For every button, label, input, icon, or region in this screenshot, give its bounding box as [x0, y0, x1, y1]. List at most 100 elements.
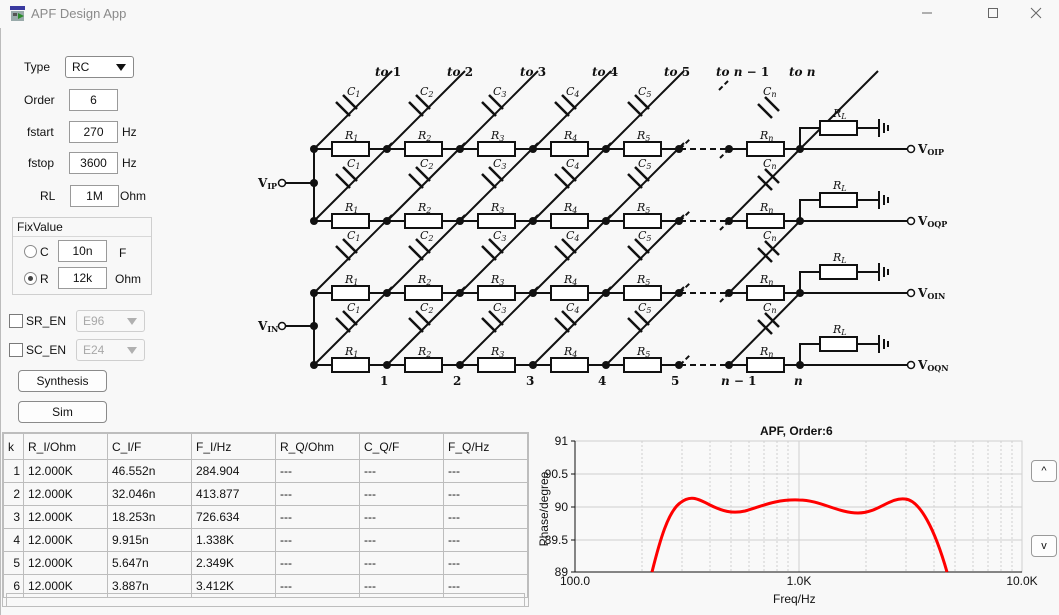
cell-r-q: ---: [275, 574, 360, 598]
close-icon: [1030, 7, 1042, 19]
svg-text:Cn: Cn: [763, 85, 777, 99]
svg-text:3: 3: [526, 374, 534, 388]
sr-series-value: E96: [83, 314, 105, 328]
minimize-icon: [922, 12, 932, 14]
cell-k: 4: [3, 528, 24, 552]
fstop-label: fstop: [28, 156, 55, 170]
table-row[interactable]: 3 12.000K 18.253n 726.634 --- --- ---: [3, 505, 528, 529]
svg-text:n − 1: n − 1: [721, 374, 757, 388]
ytick: 91: [554, 434, 568, 448]
cell-f-q: ---: [443, 574, 528, 598]
sc-en-checkbox[interactable]: [9, 343, 23, 357]
table-row[interactable]: 4 12.000K 9.915n 1.338K --- --- ---: [3, 528, 528, 552]
col-r-i[interactable]: R_I/Ohm: [23, 433, 108, 460]
col-c-q[interactable]: C_Q/F: [359, 433, 444, 460]
table-row[interactable]: 1 12.000K 46.552n 284.904 --- --- ---: [3, 459, 528, 483]
cell-f-i: 284.904: [191, 459, 276, 483]
svg-text:VOIN: VOIN: [917, 286, 945, 301]
cell-f-q: ---: [443, 482, 528, 506]
col-r-q[interactable]: R_Q/Ohm: [275, 433, 360, 460]
cell-r-q: ---: [275, 459, 360, 483]
maximize-button[interactable]: [970, 0, 1016, 26]
scale-up-button[interactable]: ^: [1031, 460, 1057, 482]
type-select[interactable]: RC: [65, 56, 134, 78]
fix-c-input[interactable]: 10n: [58, 240, 107, 262]
cell-r-i: 12.000K: [23, 551, 108, 575]
table-header-row: k R_I/Ohm C_I/F F_I/Hz R_Q/Ohm C_Q/F F_Q…: [3, 433, 528, 460]
ytick: 90.5: [544, 467, 568, 481]
x-axis-label: Freq/Hz: [773, 592, 816, 606]
col-c-i[interactable]: C_I/F: [107, 433, 192, 460]
table-row[interactable]: 2 12.000K 32.046n 413.877 --- --- ---: [3, 482, 528, 506]
fix-r-radio[interactable]: [24, 272, 37, 285]
fstart-input[interactable]: 270: [69, 121, 118, 143]
cell-c-i: 5.647n: [107, 551, 192, 575]
results-table[interactable]: k R_I/Ohm C_I/F F_I/Hz R_Q/Ohm C_Q/F F_Q…: [2, 432, 529, 607]
svg-text:to 5: to 5: [664, 65, 690, 79]
cell-r-q: ---: [275, 482, 360, 506]
fix-r-input[interactable]: 12k: [58, 267, 107, 289]
sr-en-checkbox[interactable]: [9, 314, 23, 328]
svg-text:C1: C1: [347, 85, 361, 99]
dropdown-arrow-icon: [127, 318, 137, 325]
synthesis-button[interactable]: Synthesis: [18, 370, 107, 392]
cell-c-i: 3.887n: [107, 574, 192, 598]
svg-text:5: 5: [671, 374, 679, 388]
cell-k: 2: [3, 482, 24, 506]
cell-c-q: ---: [359, 528, 444, 552]
sim-button[interactable]: Sim: [18, 401, 107, 423]
cell-f-i: 726.634: [191, 505, 276, 529]
cell-c-i: 46.552n: [107, 459, 192, 483]
col-f-i[interactable]: F_I/Hz: [191, 433, 276, 460]
table-empty-row: [6, 593, 525, 607]
type-select-value: RC: [72, 60, 90, 74]
svg-text:to 2: to 2: [447, 65, 473, 79]
xtick: 10.0K: [1006, 574, 1038, 588]
table-row[interactable]: 5 12.000K 5.647n 2.349K --- --- ---: [3, 551, 528, 575]
svg-text:RL: RL: [832, 107, 847, 121]
close-button[interactable]: [1013, 0, 1059, 26]
fixvalue-group: FixValue: [12, 217, 152, 295]
cell-k: 3: [3, 505, 24, 529]
ytick: 90: [554, 500, 568, 514]
svg-text:VOIP: VOIP: [917, 142, 944, 157]
svg-text:R3: R3: [490, 129, 504, 143]
title-bar: APF Design App: [0, 0, 1059, 28]
cell-c-q: ---: [359, 459, 444, 483]
svg-text:R4: R4: [563, 129, 577, 143]
svg-text:C5: C5: [638, 85, 652, 99]
sc-series-select[interactable]: E24: [76, 339, 145, 361]
terminal-icons: [277, 144, 916, 370]
cell-c-q: ---: [359, 482, 444, 506]
circuit-schematic: VIP VIN VOIP VOQP VOIN VOQN to 1 to 2 to…: [257, 65, 949, 388]
sc-en-label: SC_EN: [26, 343, 67, 357]
svg-text:VOQN: VOQN: [917, 358, 949, 373]
ytick: 89: [554, 565, 568, 579]
cell-r-i: 12.000K: [23, 574, 108, 598]
phase-curve: [650, 496, 949, 573]
fix-c-radio[interactable]: [24, 245, 37, 258]
sr-series-select[interactable]: E96: [76, 310, 145, 332]
cell-c-q: ---: [359, 505, 444, 529]
fstop-input[interactable]: 3600: [69, 152, 118, 174]
window-title: APF Design App: [31, 6, 127, 21]
cell-f-i: 1.338K: [191, 528, 276, 552]
svg-text:to 1: to 1: [375, 65, 401, 79]
divider: [13, 236, 151, 237]
rl-input[interactable]: 1M: [70, 185, 119, 207]
minimize-button[interactable]: [904, 0, 950, 26]
svg-text:C3: C3: [493, 85, 507, 99]
chart-title: APF, Order:6: [760, 424, 833, 438]
col-f-q[interactable]: F_Q/Hz: [443, 433, 528, 460]
scale-down-button[interactable]: v: [1031, 535, 1057, 557]
dropdown-arrow-icon: [116, 64, 126, 71]
order-input[interactable]: 6: [69, 89, 118, 111]
cell-r-i: 12.000K: [23, 482, 108, 506]
col-k[interactable]: k: [3, 433, 24, 460]
cell-f-q: ---: [443, 459, 528, 483]
fix-r-label: R: [40, 272, 49, 286]
cell-k: 1: [3, 459, 24, 483]
table-row[interactable]: 6 12.000K 3.887n 3.412K --- --- ---: [3, 574, 528, 598]
svg-text:R2: R2: [417, 129, 431, 143]
